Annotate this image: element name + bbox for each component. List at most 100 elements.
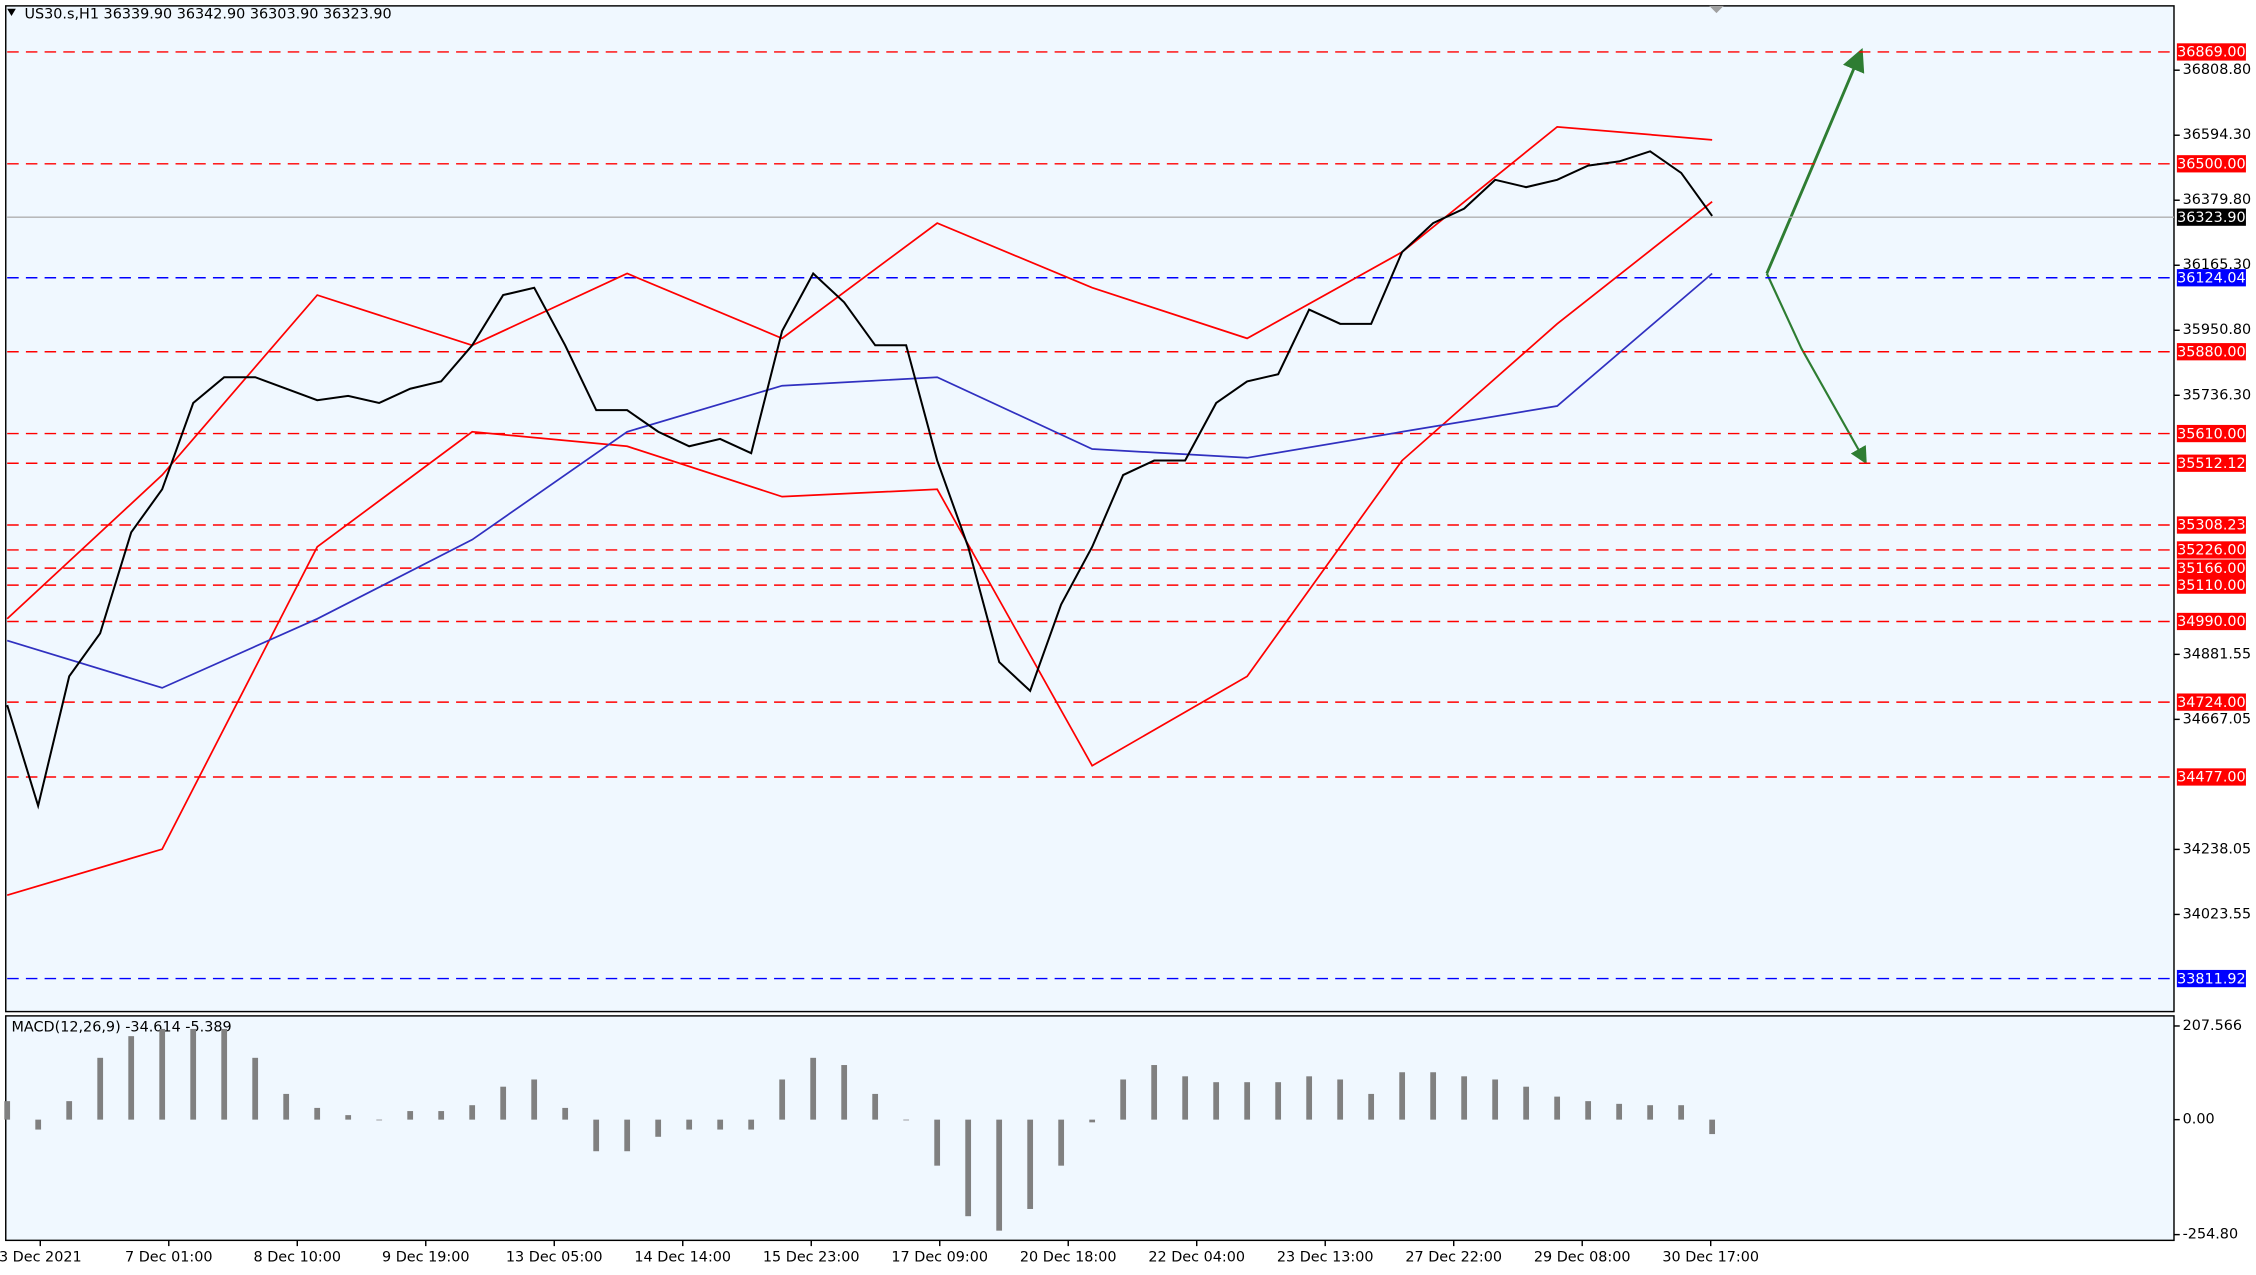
macd-bar [1027,1119,1034,1209]
level-label: 36500.00 [2177,157,2246,173]
y-tick-label: 207.566 [2183,1018,2242,1034]
x-tick-label: 14 Dec 14:00 [634,1250,731,1266]
x-tick-label: 27 Dec 22:00 [1405,1250,1502,1266]
macd-bar [438,1111,445,1120]
level-label-box [2176,693,2246,711]
macd-bar [965,1119,972,1217]
macd-bar [97,1057,104,1120]
x-tick-label: 13 Dec 05:00 [506,1250,603,1266]
macd-bar [500,1086,507,1120]
macd-bar [1337,1079,1344,1120]
macd-bar [1461,1076,1468,1120]
macd-bar [1430,1072,1437,1120]
level-label-box [2176,424,2246,443]
menu-triangle[interactable] [7,8,16,16]
up-arrow [1765,48,1865,275]
macd-bar [810,1057,817,1120]
macd-bar [1306,1076,1313,1120]
macd-bar [283,1093,290,1120]
macd-bar [1709,1119,1716,1135]
macd-bar [531,1079,538,1120]
chart-header: US30.s,H1 36339.90 36342.90 36303.90 363… [24,7,391,23]
level-label: 35110.00 [2177,578,2246,594]
level-label: 34477.00 [2177,770,2246,786]
x-tick-label: 9 Dec 19:00 [382,1250,470,1266]
x-tick-label: 15 Dec 23:00 [763,1250,860,1266]
macd-bar [1368,1093,1375,1120]
y-tick-label: -254.80 [2183,1227,2239,1243]
macd-bar [1120,1079,1127,1120]
macd-bar [1213,1082,1220,1120]
level-label: 35166.00 [2177,561,2246,577]
y-tick-label: 36379.80 [2183,192,2252,208]
y-tick-label: 35950.80 [2183,322,2252,338]
level-label: 35512.12 [2177,456,2246,472]
macd-bar [1647,1105,1654,1120]
macd-bar [872,1093,879,1120]
plot-layer: 36808.8036594.3036379.8036165.3035950.80… [0,43,2252,1266]
macd-bar [469,1105,476,1120]
macd-bar [376,1119,383,1121]
y-tick-label: 34238.05 [2183,841,2252,857]
macd-bar [841,1065,848,1120]
y-tick-label: 36594.30 [2183,127,2252,143]
macd-bar [345,1115,352,1120]
level-label: 35226.00 [2177,543,2246,559]
macd-bar [686,1119,693,1130]
macd-bar [593,1119,600,1152]
y-tick-label: 35736.30 [2183,387,2252,403]
macd-bar [1244,1082,1251,1120]
level-label-box [2176,559,2246,577]
macd-bar [1399,1072,1406,1120]
indicator-line [6,201,1713,897]
macd-bar [1554,1096,1561,1120]
level-label: 34724.00 [2177,695,2246,711]
macd-bar [314,1107,321,1120]
macd-bar [1616,1103,1623,1120]
macd-bar [1182,1076,1189,1120]
macd-label: MACD(12,26,9) -34.614 -5.389 [12,1019,232,1035]
level-label-box [2176,612,2246,631]
x-tick-label: 8 Dec 10:00 [254,1250,342,1266]
macd-bar [779,1079,786,1120]
level-label: 36124.04 [2177,270,2246,286]
macd-bar [1678,1105,1685,1120]
level-label: 36869.00 [2177,45,2246,61]
macd-bar [1275,1082,1282,1120]
level-label-box [2176,155,2246,173]
level-label-box [2176,454,2246,472]
macd-bar [1058,1119,1065,1166]
x-tick-label: 23 Dec 13:00 [1277,1250,1374,1266]
y-tick-label: 0.00 [2183,1112,2215,1128]
x-tick-label: 22 Dec 04:00 [1148,1250,1245,1266]
shift-marker [1709,5,1724,14]
level-label: 35610.00 [2177,426,2246,442]
level-label-box [2176,269,2246,287]
x-tick-label: 17 Dec 09:00 [891,1250,988,1266]
price-line [6,150,1713,810]
macd-bar [1089,1119,1096,1123]
macd-bar [221,1028,228,1120]
macd-bar [1492,1079,1499,1120]
macd-bar [748,1119,755,1130]
macd-bar [35,1119,42,1130]
y-tick-label: 36808.80 [2183,62,2252,78]
macd-bar [934,1119,941,1166]
level-label-box [2176,208,2246,226]
macd-bar [903,1119,910,1121]
macd-bar [717,1119,724,1130]
x-tick-label: 7 Dec 01:00 [125,1250,213,1266]
macd-bar [252,1057,259,1120]
macd-bar [996,1119,1003,1231]
x-tick-label: 3 Dec 2021 [0,1250,82,1266]
level-label-box [2176,969,2246,988]
macd-bar [66,1101,73,1120]
x-tick-label: 29 Dec 08:00 [1534,1250,1631,1266]
down-arrow [1765,273,1867,465]
level-label-box [2176,768,2246,786]
level-label-box [2176,343,2246,361]
indicator-line [6,272,1713,689]
macd-bar [1585,1101,1592,1120]
macd-panel [5,1015,2175,1242]
